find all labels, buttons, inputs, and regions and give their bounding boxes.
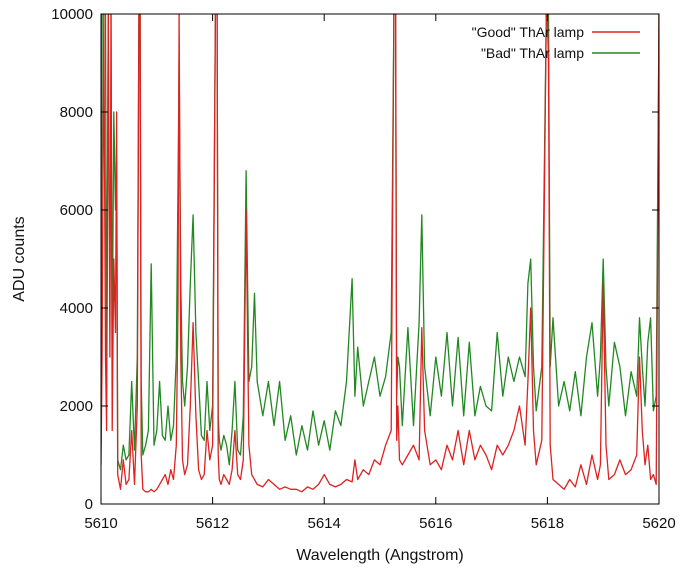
y-tick-label-2: 4000 — [60, 300, 93, 317]
plot-frame — [100, 13, 660, 505]
y-tick-label-4: 8000 — [60, 104, 93, 121]
y-tick-label-3: 6000 — [60, 202, 93, 219]
x-tick-label-1: 5612 — [196, 515, 229, 532]
x-tick-label-0: 5610 — [84, 515, 117, 532]
legend-label-0: "Good" ThAr lamp — [472, 24, 585, 40]
series-layer — [101, 14, 659, 493]
y-tick-label-5: 10000 — [51, 6, 93, 23]
y-tick-label-0: 0 — [85, 496, 93, 513]
x-tick-label-3: 5616 — [419, 515, 452, 532]
legend: "Good" ThAr lamp "Bad" ThAr lamp — [472, 24, 640, 61]
x-tick-label-5: 5620 — [642, 515, 675, 532]
ticks-layer: 5610 5612 5614 5616 5618 5620 0 2000 4000 6000 800… — [51, 6, 675, 532]
x-tick-label-4: 5618 — [531, 515, 564, 532]
legend-label-1: "Bad" ThAr lamp — [481, 45, 584, 61]
y-tick-label-1: 2000 — [60, 398, 93, 415]
x-tick-label-2: 5614 — [308, 515, 341, 532]
series-line-1 — [101, 14, 659, 471]
x-axis-label: Wavelength (Angstrom) — [296, 547, 463, 564]
series-line-0 — [101, 14, 659, 493]
y-axis-label: ADU counts — [11, 216, 28, 301]
